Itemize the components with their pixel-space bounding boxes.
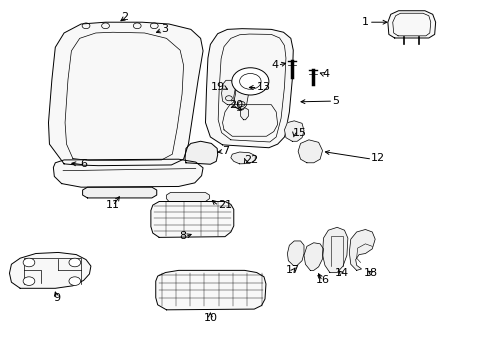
- Text: 1: 1: [361, 17, 368, 27]
- Polygon shape: [205, 29, 293, 148]
- Polygon shape: [287, 241, 304, 265]
- Polygon shape: [184, 141, 217, 164]
- Polygon shape: [298, 140, 322, 163]
- Text: 18: 18: [364, 268, 378, 278]
- Polygon shape: [9, 252, 91, 288]
- Text: 19: 19: [210, 82, 224, 92]
- Circle shape: [69, 277, 81, 285]
- Text: 2: 2: [121, 12, 128, 22]
- Polygon shape: [221, 80, 235, 105]
- Text: 14: 14: [334, 268, 348, 278]
- Polygon shape: [230, 152, 255, 164]
- Polygon shape: [322, 227, 347, 273]
- Polygon shape: [82, 187, 157, 198]
- Polygon shape: [348, 229, 374, 270]
- Text: 21: 21: [217, 200, 231, 210]
- Text: 3: 3: [161, 24, 168, 35]
- Text: 4: 4: [322, 69, 329, 79]
- Polygon shape: [240, 108, 248, 120]
- Text: 4: 4: [271, 60, 278, 70]
- Text: 12: 12: [370, 153, 385, 163]
- Text: 9: 9: [53, 293, 60, 303]
- Text: 17: 17: [285, 265, 300, 275]
- Text: 6: 6: [80, 159, 87, 169]
- Text: 20: 20: [228, 100, 243, 110]
- Text: 15: 15: [293, 129, 306, 138]
- Polygon shape: [166, 193, 209, 202]
- Circle shape: [23, 258, 35, 267]
- Polygon shape: [48, 22, 203, 166]
- Circle shape: [69, 258, 81, 267]
- Circle shape: [23, 277, 35, 285]
- Text: 5: 5: [331, 96, 339, 106]
- Text: 16: 16: [315, 275, 329, 285]
- Text: 8: 8: [179, 231, 185, 240]
- Polygon shape: [233, 81, 248, 110]
- Circle shape: [231, 68, 268, 95]
- Polygon shape: [53, 159, 203, 187]
- Polygon shape: [284, 121, 304, 141]
- Text: 22: 22: [244, 155, 258, 165]
- Text: 10: 10: [203, 313, 217, 323]
- Polygon shape: [151, 202, 233, 237]
- Polygon shape: [304, 243, 323, 270]
- Text: 13: 13: [256, 82, 270, 92]
- Polygon shape: [387, 11, 435, 38]
- Text: 11: 11: [105, 200, 120, 210]
- Text: 7: 7: [222, 145, 229, 156]
- Polygon shape: [156, 270, 265, 310]
